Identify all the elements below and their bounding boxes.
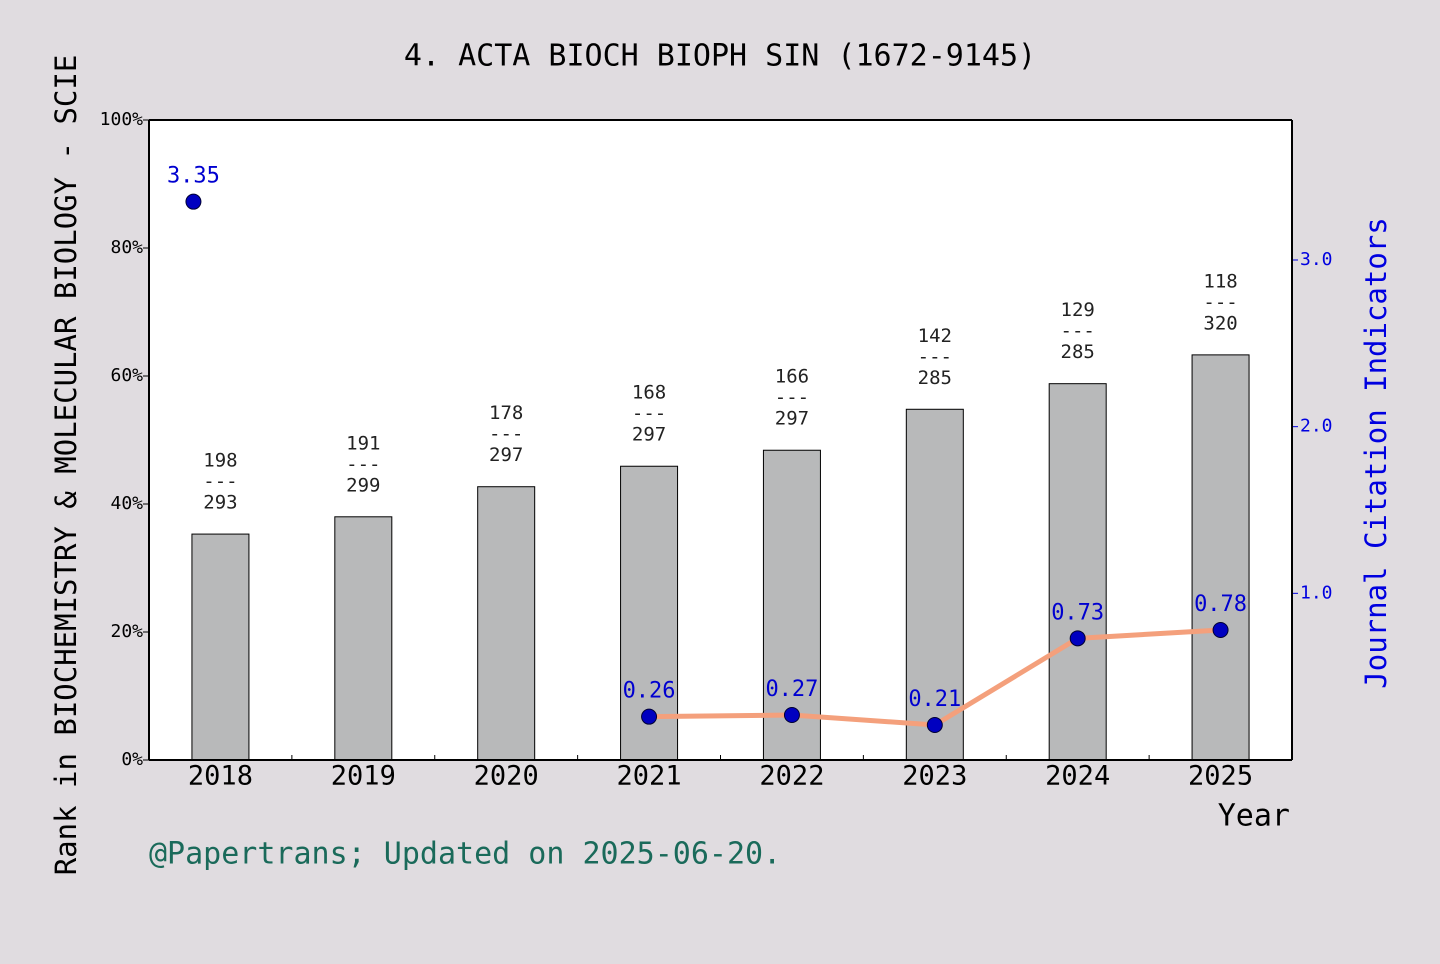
y2-tick-label: 1.0 bbox=[1300, 582, 1333, 603]
y-tick-label: 100% bbox=[100, 109, 144, 130]
x-tick-label: 2023 bbox=[902, 761, 967, 792]
separator-label: --- bbox=[1061, 320, 1095, 342]
total-label: 297 bbox=[775, 408, 809, 430]
bar bbox=[334, 516, 393, 761]
total-label: 285 bbox=[918, 367, 952, 389]
x-tick-label: 2024 bbox=[1045, 761, 1110, 792]
jci-value-label: 3.35 bbox=[167, 164, 220, 189]
y-tick-label: 20% bbox=[110, 621, 143, 642]
total-label: 297 bbox=[632, 424, 666, 446]
y-tick-label: 0% bbox=[121, 749, 143, 770]
y2-axis-label: Journal Citation Indicators bbox=[1359, 217, 1393, 688]
chart-title: 4. ACTA BIOCH BIOPH SIN (1672-9145) bbox=[404, 39, 1036, 74]
jci-value-label: 0.73 bbox=[1051, 600, 1104, 625]
separator-label: --- bbox=[1203, 291, 1237, 313]
total-label: 299 bbox=[346, 474, 380, 496]
x-tick-label: 2025 bbox=[1188, 761, 1253, 792]
bar bbox=[1048, 383, 1107, 761]
separator-label: --- bbox=[489, 423, 523, 445]
x-tick-label: 2020 bbox=[474, 761, 539, 792]
jci-point bbox=[641, 708, 658, 725]
jci-value-label: 0.78 bbox=[1194, 592, 1247, 617]
bar bbox=[1191, 354, 1250, 761]
separator-label: --- bbox=[775, 387, 809, 409]
rank-label: 129 bbox=[1061, 299, 1095, 321]
rank-label: 118 bbox=[1203, 270, 1237, 292]
bar bbox=[191, 533, 250, 761]
y-tick-label: 80% bbox=[110, 237, 143, 258]
x-tick-label: 2022 bbox=[759, 761, 824, 792]
rank-label: 166 bbox=[775, 366, 809, 388]
x-tick-label: 2018 bbox=[188, 761, 253, 792]
jci-point bbox=[783, 707, 800, 723]
separator-label: --- bbox=[203, 471, 237, 493]
rank-label: 191 bbox=[346, 432, 380, 454]
plot-area bbox=[149, 120, 1292, 760]
y-axis-label: Rank in BIOCHEMISTRY & MOLECULAR BIOLOGY… bbox=[49, 55, 83, 876]
rank-label: 142 bbox=[918, 325, 952, 347]
x-tick-label: 2021 bbox=[617, 761, 682, 792]
jci-value-label: 0.26 bbox=[623, 679, 676, 704]
rank-label: 168 bbox=[632, 382, 666, 404]
jci-point bbox=[926, 717, 943, 733]
total-label: 285 bbox=[1061, 341, 1095, 363]
total-label: 297 bbox=[489, 444, 523, 466]
jci-point bbox=[1069, 630, 1086, 647]
jci-value-label: 0.21 bbox=[908, 687, 961, 712]
jci-point bbox=[1212, 622, 1229, 638]
jci-value-label: 0.27 bbox=[765, 677, 818, 702]
total-label: 320 bbox=[1203, 312, 1237, 334]
separator-label: --- bbox=[632, 403, 666, 425]
y2-tick-label: 2.0 bbox=[1300, 416, 1333, 437]
total-label: 293 bbox=[203, 492, 237, 514]
x-axis-label: Year bbox=[1218, 799, 1290, 834]
y-tick-label: 60% bbox=[110, 365, 143, 386]
separator-label: --- bbox=[346, 453, 380, 475]
rank-label: 198 bbox=[203, 450, 237, 472]
rank-label: 178 bbox=[489, 402, 523, 424]
x-tick-label: 2019 bbox=[331, 761, 396, 792]
jci-point bbox=[185, 193, 202, 210]
y2-tick-label: 3.0 bbox=[1300, 249, 1333, 270]
bar bbox=[477, 486, 536, 761]
footer: @Papertrans; Updated on 2025-06-20. bbox=[149, 837, 781, 872]
y-tick-label: 40% bbox=[110, 493, 143, 514]
separator-label: --- bbox=[918, 346, 952, 368]
